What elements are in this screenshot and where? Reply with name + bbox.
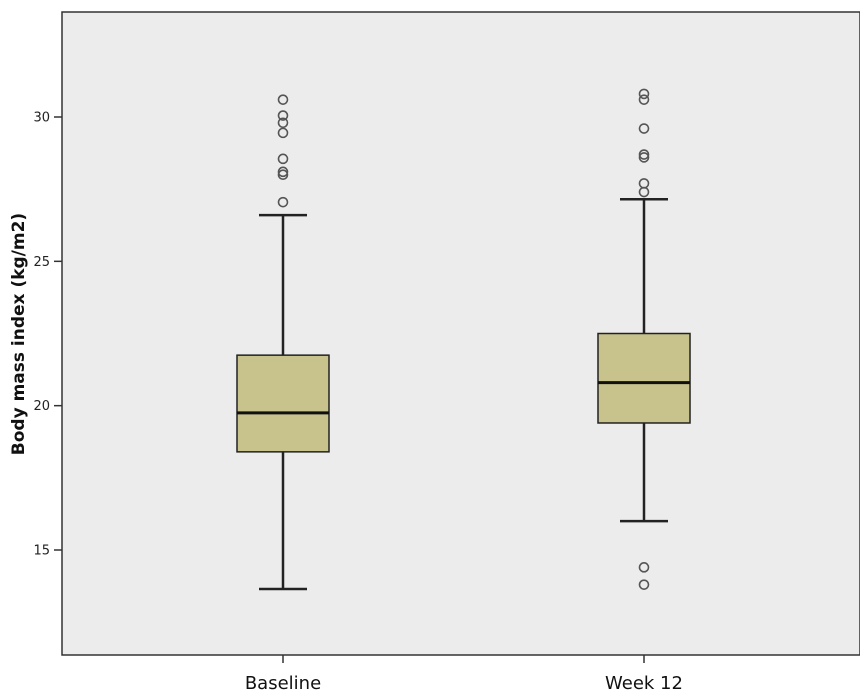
- outlier-point: [638, 562, 650, 573]
- boxes: [236, 88, 691, 591]
- box-group-1: [236, 94, 330, 591]
- outlier-point: [638, 579, 650, 590]
- iqr-box: [597, 332, 691, 424]
- outlier-point: [638, 178, 650, 189]
- outlier-point: [638, 88, 650, 100]
- y-tick-label-30: 30: [33, 111, 50, 126]
- outlier-point: [277, 110, 289, 121]
- x-axis: Baseline Week 12: [245, 655, 683, 694]
- iqr-box: [236, 354, 330, 453]
- x-tick-label-1: Baseline: [245, 673, 321, 694]
- outlier-point: [277, 153, 289, 165]
- y-tick-label-15: 15: [33, 544, 50, 559]
- y-axis-title: Body mass index (kg/m2): [9, 213, 29, 455]
- outlier-point: [638, 149, 650, 160]
- outlier-point: [277, 196, 289, 208]
- outlier-point: [277, 127, 289, 139]
- box-group-2: [597, 88, 691, 590]
- y-axis: 15 20 25 30: [33, 111, 62, 559]
- outlier-point: [638, 152, 650, 163]
- outlier-point: [277, 169, 289, 181]
- outlier-point: [638, 94, 650, 105]
- outlier-point: [277, 94, 289, 105]
- y-tick-label-20: 20: [33, 399, 50, 414]
- x-tick-label-2: Week 12: [605, 673, 683, 694]
- outlier-point: [277, 166, 289, 178]
- y-tick-label-25: 25: [33, 255, 50, 270]
- outlier-point: [277, 117, 289, 129]
- outlier-point: [638, 123, 650, 134]
- plot-area: [61, 11, 860, 656]
